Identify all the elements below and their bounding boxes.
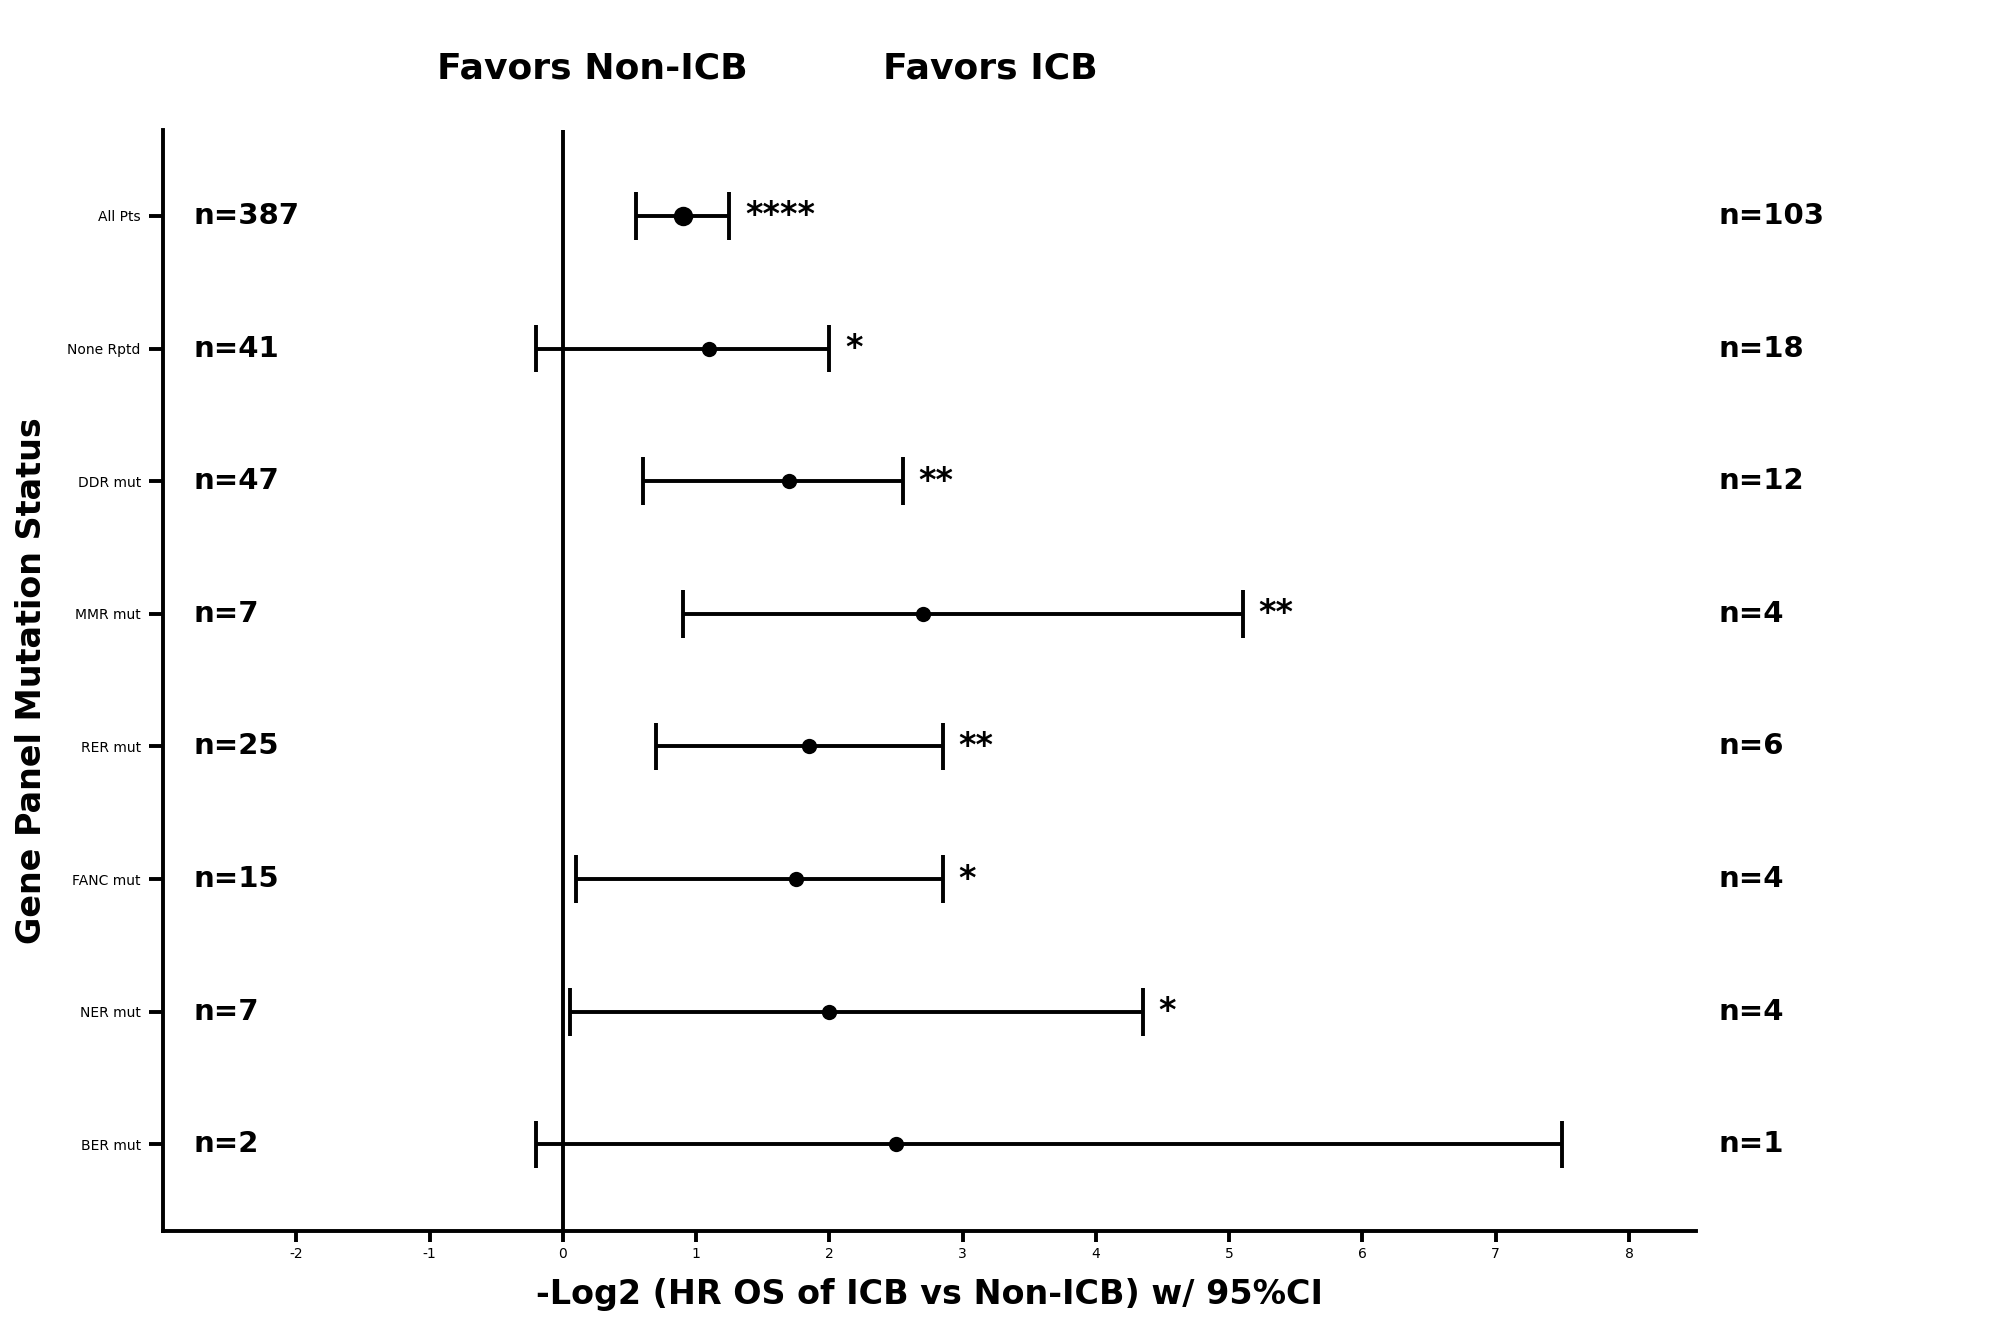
- Text: n=18: n=18: [1718, 334, 1804, 362]
- Text: n=1: n=1: [1718, 1131, 1784, 1159]
- Text: n=4: n=4: [1718, 599, 1784, 627]
- Text: Favors ICB: Favors ICB: [884, 52, 1098, 86]
- Text: *: *: [1158, 996, 1176, 1028]
- Text: Favors Non-ICB: Favors Non-ICB: [436, 52, 748, 86]
- Text: n=6: n=6: [1718, 732, 1784, 761]
- Text: n=25: n=25: [194, 732, 280, 761]
- Text: *: *: [958, 863, 976, 895]
- Text: **: **: [918, 464, 954, 497]
- X-axis label: -Log2 (HR OS of ICB vs Non-ICB) w/ 95%CI: -Log2 (HR OS of ICB vs Non-ICB) w/ 95%CI: [536, 1278, 1322, 1311]
- Text: *: *: [846, 332, 862, 365]
- Y-axis label: Gene Panel Mutation Status: Gene Panel Mutation Status: [14, 416, 48, 944]
- Text: n=7: n=7: [194, 599, 260, 627]
- Text: n=103: n=103: [1718, 202, 1824, 229]
- Text: n=15: n=15: [194, 865, 280, 894]
- Text: n=2: n=2: [194, 1131, 260, 1159]
- Text: n=7: n=7: [194, 997, 260, 1026]
- Text: **: **: [958, 731, 994, 762]
- Text: n=12: n=12: [1718, 467, 1804, 495]
- Text: n=4: n=4: [1718, 865, 1784, 894]
- Text: n=41: n=41: [194, 334, 280, 362]
- Text: **: **: [1258, 597, 1294, 630]
- Text: n=4: n=4: [1718, 997, 1784, 1026]
- Text: n=47: n=47: [194, 467, 280, 495]
- Text: n=387: n=387: [194, 202, 300, 229]
- Text: ****: ****: [746, 199, 816, 232]
